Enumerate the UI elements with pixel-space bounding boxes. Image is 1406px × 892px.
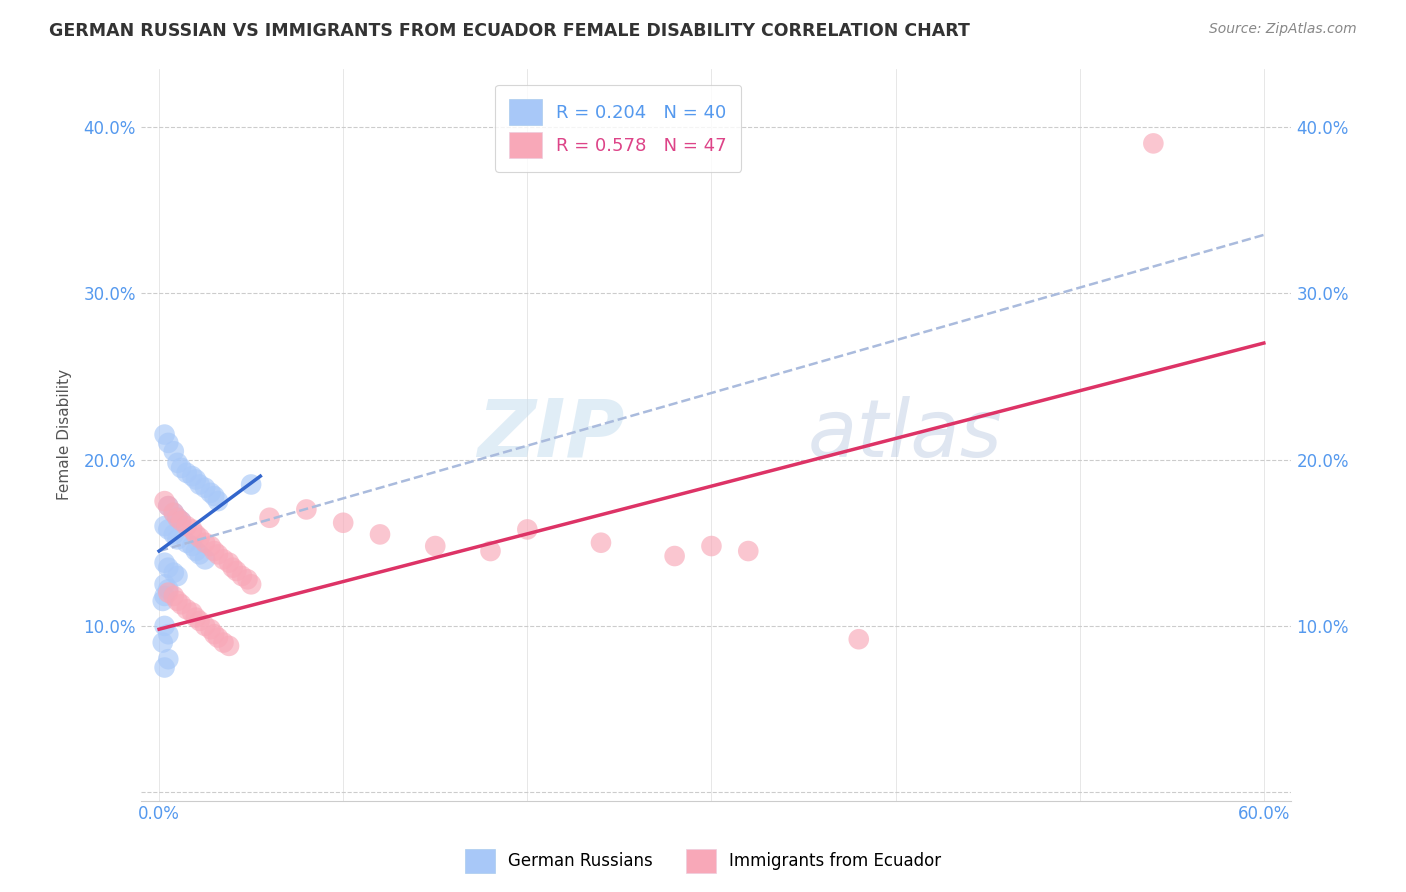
Point [188,614,211,628]
Text: GERMAN RUSSIAN VS IMMIGRANTS FROM ECUADOR FEMALE DISABILITY CORRELATION CHART: GERMAN RUSSIAN VS IMMIGRANTS FROM ECUADO… [49,22,970,40]
Point [516,523,538,537]
Point [153,494,176,508]
Point [170,514,193,528]
Point [218,639,240,653]
Point [181,469,204,483]
Point [194,535,217,549]
Point [368,527,391,541]
Text: ZIP: ZIP [477,395,624,474]
Point [184,473,207,487]
Point [153,519,176,533]
Point [153,427,176,442]
Point [200,622,222,636]
Point [194,552,217,566]
Point [207,631,229,645]
Point [295,502,318,516]
Point [163,527,186,541]
Point [176,602,198,616]
Point [848,632,870,647]
Point [157,585,180,599]
Point [184,610,207,624]
Y-axis label: Female Disability: Female Disability [58,369,72,500]
Point [202,627,225,641]
Point [181,606,204,620]
Point [163,589,186,603]
Point [737,544,759,558]
Point [163,506,186,520]
Point [163,566,186,580]
Point [166,456,188,470]
Point [170,597,193,611]
Point [700,539,723,553]
Point [207,547,229,561]
Point [236,572,259,586]
Point [589,535,612,549]
Point [200,485,222,500]
Point [166,510,188,524]
Point [259,510,281,524]
Point [166,510,188,524]
Point [184,544,207,558]
Point [231,569,253,583]
Point [157,499,180,513]
Point [181,523,204,537]
Point [1142,136,1164,151]
Point [188,531,211,545]
Point [170,514,193,528]
Point [170,460,193,475]
Point [176,535,198,549]
Point [157,436,180,450]
Point [157,560,180,574]
Point [181,539,204,553]
Point [157,652,180,666]
Point [153,660,176,674]
Point [153,577,176,591]
Point [184,527,207,541]
Point [225,564,247,578]
Text: Source: ZipAtlas.com: Source: ZipAtlas.com [1209,22,1357,37]
Point [157,499,180,513]
Point [332,516,354,530]
Point [188,477,211,491]
Point [664,549,686,563]
Point [212,635,235,649]
Point [218,556,240,570]
Point [157,582,180,597]
Point [194,619,217,633]
Point [202,489,225,503]
Point [152,635,174,649]
Point [212,552,235,566]
Point [163,444,186,458]
Point [479,544,502,558]
Point [166,594,188,608]
Text: atlas: atlas [808,395,1002,474]
Legend: R = 0.204   N = 40, R = 0.578   N = 47: R = 0.204 N = 40, R = 0.578 N = 47 [495,85,741,172]
Point [188,547,211,561]
Point [222,560,245,574]
Point [176,466,198,480]
Point [240,477,263,491]
Point [153,589,176,603]
Point [202,544,225,558]
Legend: German Russians, Immigrants from Ecuador: German Russians, Immigrants from Ecuador [458,842,948,880]
Point [207,494,229,508]
Point [163,506,186,520]
Point [152,594,174,608]
Point [200,539,222,553]
Point [157,627,180,641]
Point [194,481,217,495]
Point [425,539,447,553]
Point [157,523,180,537]
Point [240,577,263,591]
Point [166,533,188,547]
Point [166,569,188,583]
Point [176,519,198,533]
Point [153,619,176,633]
Point [153,556,176,570]
